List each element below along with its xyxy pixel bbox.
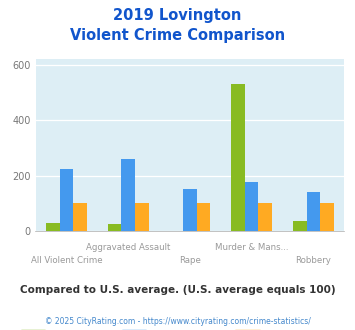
Bar — [258, 203, 272, 231]
Text: © 2025 CityRating.com - https://www.cityrating.com/crime-statistics/: © 2025 CityRating.com - https://www.city… — [45, 317, 310, 326]
Text: Violent Crime Comparison: Violent Crime Comparison — [70, 28, 285, 43]
Bar — [307, 192, 320, 231]
Bar — [245, 182, 258, 231]
Bar — [135, 203, 148, 231]
Bar — [108, 224, 121, 231]
Bar — [46, 223, 60, 231]
Text: 2019 Lovington: 2019 Lovington — [113, 8, 242, 23]
Bar — [183, 189, 197, 231]
Bar — [60, 169, 73, 231]
Text: Murder & Mans...: Murder & Mans... — [215, 243, 289, 251]
Text: Robbery: Robbery — [295, 256, 332, 265]
Bar — [121, 159, 135, 231]
Bar — [73, 203, 87, 231]
Bar — [231, 84, 245, 231]
Text: Compared to U.S. average. (U.S. average equals 100): Compared to U.S. average. (U.S. average … — [20, 285, 335, 295]
Legend: Lovington, New Mexico, National: Lovington, New Mexico, National — [16, 326, 322, 330]
Text: Rape: Rape — [179, 256, 201, 265]
Text: All Violent Crime: All Violent Crime — [31, 256, 102, 265]
Text: Aggravated Assault: Aggravated Assault — [86, 243, 170, 251]
Bar — [320, 203, 334, 231]
Bar — [293, 221, 307, 231]
Bar — [197, 203, 210, 231]
